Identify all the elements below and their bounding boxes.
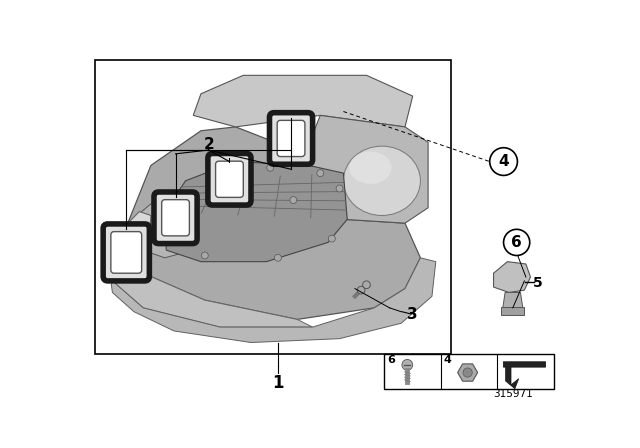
FancyBboxPatch shape	[216, 161, 243, 198]
Circle shape	[463, 368, 472, 377]
Polygon shape	[305, 116, 428, 223]
FancyBboxPatch shape	[111, 232, 141, 273]
Bar	[501, 307, 524, 315]
Circle shape	[317, 170, 324, 177]
Circle shape	[169, 235, 176, 242]
Polygon shape	[493, 262, 531, 293]
Bar	[95, 60, 451, 354]
Circle shape	[202, 252, 208, 259]
Polygon shape	[111, 258, 436, 343]
Text: 5: 5	[532, 276, 542, 290]
Circle shape	[328, 235, 335, 242]
Polygon shape	[193, 75, 413, 127]
Polygon shape	[115, 229, 140, 255]
Text: 3: 3	[408, 306, 418, 322]
Circle shape	[170, 200, 177, 207]
Circle shape	[275, 254, 282, 261]
FancyBboxPatch shape	[277, 121, 305, 156]
Text: 6: 6	[387, 355, 395, 365]
Polygon shape	[124, 127, 420, 319]
Bar	[384, 354, 554, 389]
Circle shape	[504, 229, 530, 255]
Polygon shape	[111, 211, 151, 277]
Circle shape	[213, 170, 220, 177]
Circle shape	[363, 281, 371, 289]
Ellipse shape	[344, 146, 420, 215]
Polygon shape	[503, 293, 523, 308]
Text: 1: 1	[272, 375, 284, 392]
Text: 6: 6	[511, 235, 522, 250]
Text: 2: 2	[204, 137, 214, 152]
FancyBboxPatch shape	[208, 154, 251, 205]
Ellipse shape	[349, 151, 392, 184]
FancyBboxPatch shape	[103, 224, 149, 281]
Circle shape	[267, 164, 274, 171]
Text: 315971: 315971	[493, 389, 532, 399]
Circle shape	[228, 193, 236, 200]
Text: 4: 4	[444, 355, 452, 365]
Circle shape	[290, 197, 297, 203]
FancyBboxPatch shape	[269, 112, 312, 164]
Polygon shape	[503, 362, 546, 389]
Polygon shape	[128, 204, 201, 258]
Polygon shape	[164, 162, 348, 262]
Text: 4: 4	[499, 154, 509, 169]
Polygon shape	[111, 246, 312, 327]
FancyBboxPatch shape	[162, 200, 189, 236]
Circle shape	[490, 148, 517, 176]
Circle shape	[357, 286, 365, 294]
Circle shape	[402, 359, 413, 370]
FancyBboxPatch shape	[154, 192, 197, 244]
Circle shape	[336, 185, 343, 192]
